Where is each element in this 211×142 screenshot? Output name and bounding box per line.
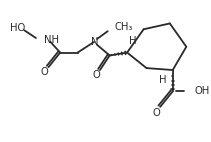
Text: H: H: [159, 75, 167, 85]
Text: NH: NH: [44, 35, 59, 45]
Text: N: N: [91, 37, 99, 47]
Text: H: H: [129, 36, 137, 46]
Text: O: O: [92, 70, 100, 80]
Text: HO: HO: [10, 23, 25, 33]
Text: O: O: [41, 67, 49, 77]
Text: O: O: [152, 108, 160, 118]
Text: OH: OH: [194, 86, 209, 96]
Text: CH₃: CH₃: [115, 22, 133, 32]
